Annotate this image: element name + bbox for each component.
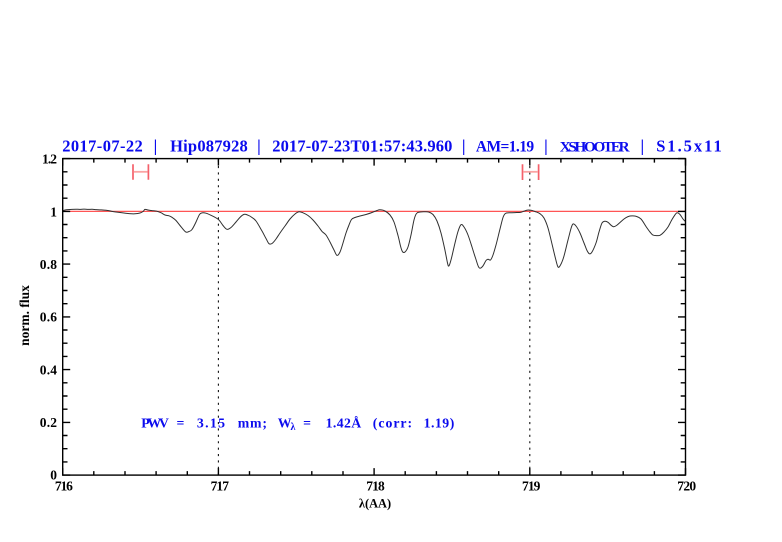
svg-text:2017-07-22|Hip087928|2017-07-2: 2017-07-22 | Hip087928 | 2017-07-23T01:57:43… (62, 136, 722, 155)
svg-text:norm. flux: norm. flux (17, 285, 32, 346)
svg-text:λ(AA): λ(AA) (359, 496, 391, 510)
svg-text:719: 719 (522, 479, 541, 494)
svg-text:0.4: 0.4 (40, 362, 57, 377)
svg-text:0.8: 0.8 (40, 257, 57, 272)
svg-text:0: 0 (50, 468, 57, 483)
svg-text:0.6: 0.6 (40, 310, 57, 325)
svg-text:1: 1 (50, 204, 57, 219)
svg-text:720: 720 (677, 479, 696, 494)
svg-text:1.2: 1.2 (42, 152, 57, 167)
svg-text:716: 716 (55, 479, 73, 494)
svg-text:717: 717 (211, 479, 230, 494)
svg-text:0.2: 0.2 (40, 415, 57, 430)
svg-text:718: 718 (366, 479, 385, 494)
